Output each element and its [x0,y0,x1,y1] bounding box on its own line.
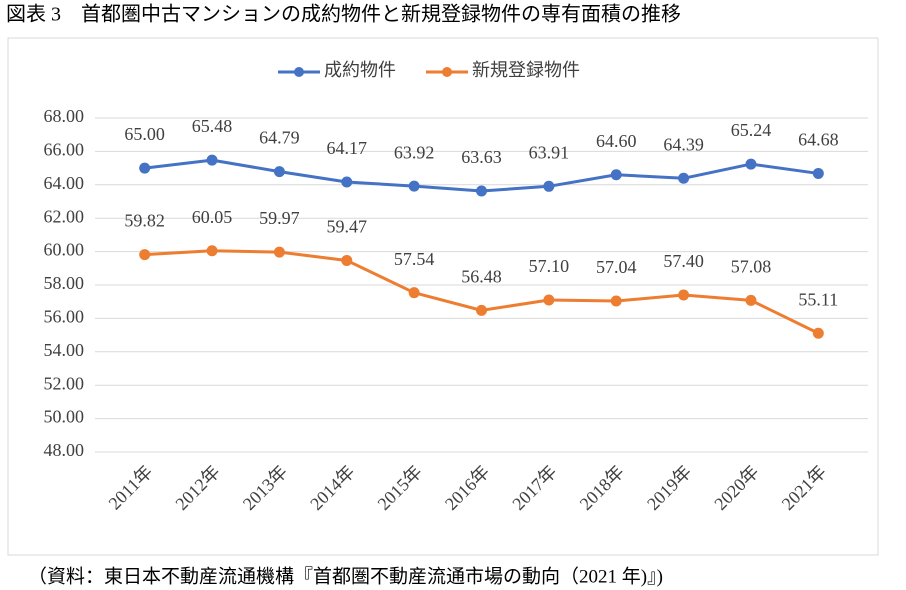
y-tick-label: 56.00 [44,307,85,327]
data-point [139,249,151,261]
x-tick-label: 2017年 [508,462,560,514]
chart-frame [7,37,879,556]
data-point [812,167,824,179]
data-label: 59.47 [327,217,368,237]
legend-label: 成約物件 [324,60,396,80]
x-tick-label: 2012年 [171,462,223,514]
y-tick-label: 58.00 [44,273,85,293]
data-label: 59.82 [124,211,165,231]
y-tick-label: 54.00 [44,340,85,360]
data-point [476,304,487,316]
data-label: 59.97 [259,208,300,228]
data-label: 65.24 [731,120,772,140]
series-line [144,249,819,335]
x-tick-label: 2021年 [778,462,830,514]
y-tick-label: 52.00 [44,373,85,393]
legend-marker [442,67,452,77]
data-label: 64.39 [663,134,704,154]
x-tick-label: 2019年 [643,462,695,514]
data-point [543,294,555,306]
data-point [408,287,420,299]
data-label: 63.63 [461,147,502,167]
data-point [610,295,622,307]
data-label: 55.11 [798,289,838,309]
legend-label: 新規登録物件 [472,60,580,80]
data-label: 63.92 [394,142,435,162]
x-tick-label: 2011年 [105,462,157,514]
data-label: 64.79 [259,128,300,148]
data-label: 57.04 [596,257,637,277]
data-label: 63.91 [529,142,570,162]
data-point [745,294,757,306]
x-tick-label: 2018年 [576,462,628,514]
data-point [678,172,690,184]
data-label: 65.00 [124,124,165,144]
data-label: 57.08 [731,256,772,276]
data-point [610,169,622,181]
data-label: 57.54 [394,249,435,269]
x-tick-label: 2013年 [239,462,291,514]
y-tick-label: 60.00 [44,240,85,260]
data-label: 56.48 [461,267,502,287]
data-label: 60.05 [192,207,233,227]
data-point [812,327,824,339]
data-point [273,166,285,178]
data-point [678,289,690,301]
y-tick-label: 66.00 [44,140,85,160]
data-label: 57.10 [529,256,570,276]
data-label: 57.40 [663,251,704,271]
data-label: 65.48 [192,116,233,136]
data-label: 64.68 [798,130,839,150]
data-label: 64.60 [596,131,637,151]
data-point [476,185,487,197]
y-tick-label: 68.00 [44,106,85,126]
y-tick-label: 62.00 [44,206,85,226]
y-tick-label: 64.00 [44,173,85,193]
data-point [408,180,420,192]
data-point [341,176,353,188]
x-tick-label: 2020年 [710,462,762,514]
data-point [745,158,757,170]
data-point [543,180,555,192]
y-tick-label: 50.00 [44,407,85,427]
data-point [139,162,151,174]
data-point [273,246,285,258]
x-tick-label: 2016年 [441,462,493,514]
y-tick-label: 48.00 [44,440,85,460]
legend-marker [294,67,304,77]
source-note: （資料：東日本不動産流通機構『首都圏不動産流通市場の動向（2021 年)』) [28,565,663,587]
x-tick-label: 2015年 [374,462,426,514]
x-tick-label: 2014年 [306,462,358,514]
data-point [206,245,218,257]
chart-title: 図表 3 首都圏中古マンションの成約物件と新規登録物件の専有面積の推移 [6,3,681,26]
data-point [206,154,218,166]
data-label: 64.17 [327,138,368,158]
data-point [341,254,353,266]
